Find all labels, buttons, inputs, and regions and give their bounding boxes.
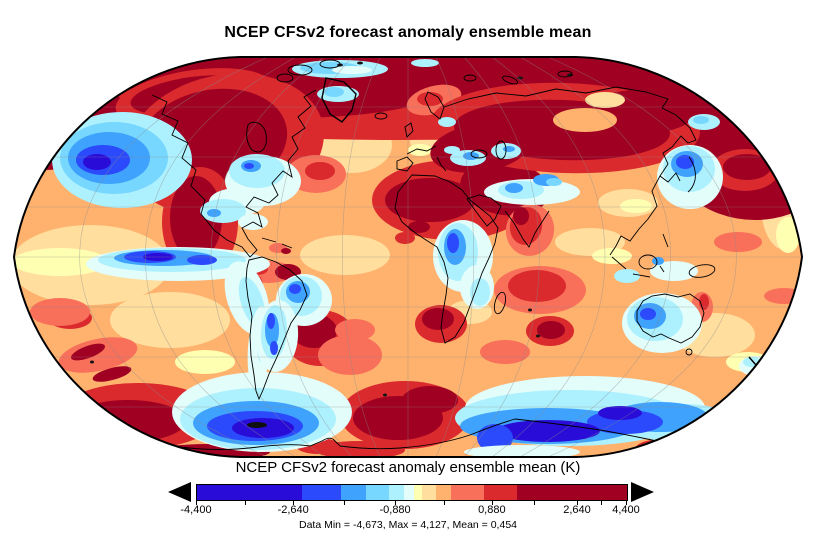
colorbar-tick bbox=[395, 501, 397, 505]
map-graticule bbox=[14, 57, 802, 457]
colorbar-segment bbox=[365, 485, 389, 500]
map-region-southern-ocean-cold bbox=[172, 372, 737, 457]
map-region-central-africa-cold bbox=[433, 220, 494, 309]
colorbar-segment bbox=[421, 485, 436, 500]
colorbar-tick bbox=[244, 501, 246, 505]
colorbar-segment bbox=[413, 485, 422, 500]
page-title: NCEP CFSv2 forecast anomaly ensemble mea… bbox=[224, 24, 592, 41]
colorbar-title: NCEP CFSv2 forecast anomaly ensemble mea… bbox=[235, 459, 581, 476]
map-region-north-pacific-cold bbox=[52, 112, 192, 208]
colorbar-tick bbox=[601, 501, 603, 505]
colorbar-tick bbox=[443, 501, 445, 505]
colorbar-segment bbox=[403, 485, 414, 500]
map-region-central-asia-cold bbox=[484, 174, 580, 205]
colorbar-segment bbox=[483, 485, 517, 500]
colorbar-tick-label: -2,640 bbox=[277, 504, 309, 516]
colorbar-tick bbox=[491, 501, 493, 505]
colorbar-tick-label: -4,400 bbox=[180, 504, 212, 516]
colorbar-tick-label: 4,400 bbox=[612, 504, 640, 516]
map-region-east-asia-cold bbox=[657, 114, 723, 209]
colorbar-tick-label: 0,880 bbox=[478, 504, 506, 516]
colorbar-tick bbox=[196, 501, 197, 505]
colorbar-tick bbox=[344, 501, 346, 505]
colorbar-segment bbox=[341, 485, 366, 500]
map-boundary bbox=[12, 56, 804, 458]
colorbar-segment bbox=[302, 485, 341, 500]
colorbar-tick bbox=[626, 501, 627, 505]
colorbar-segment bbox=[516, 485, 627, 500]
colorbar-segment bbox=[435, 485, 451, 500]
map-island-specks bbox=[90, 61, 573, 397]
map-region-africa-mideast-warm bbox=[372, 84, 550, 343]
colorbar-tick bbox=[576, 501, 578, 505]
map-region-equatorial-pacific-cold bbox=[86, 247, 271, 390]
colorbar-tick bbox=[293, 501, 295, 505]
colorbar bbox=[196, 484, 628, 501]
colorbar-tick-label: 2,640 bbox=[563, 504, 591, 516]
colorbar-segment bbox=[450, 485, 484, 500]
colorbar-tick-label: -0,880 bbox=[379, 504, 411, 516]
colorbar-right-arrow-icon bbox=[631, 482, 654, 502]
map-region-south-america-cold bbox=[255, 274, 332, 372]
colorbar-left-arrow-icon bbox=[168, 482, 191, 502]
colorbar-segment bbox=[388, 485, 404, 500]
colorbar-segment bbox=[197, 485, 302, 500]
map-region-eastern-us-cold bbox=[200, 154, 301, 230]
colorbar-tick bbox=[534, 501, 536, 505]
data-stats-line: Data Min = -4,673, Max = 4,127, Mean = 0… bbox=[298, 519, 517, 531]
